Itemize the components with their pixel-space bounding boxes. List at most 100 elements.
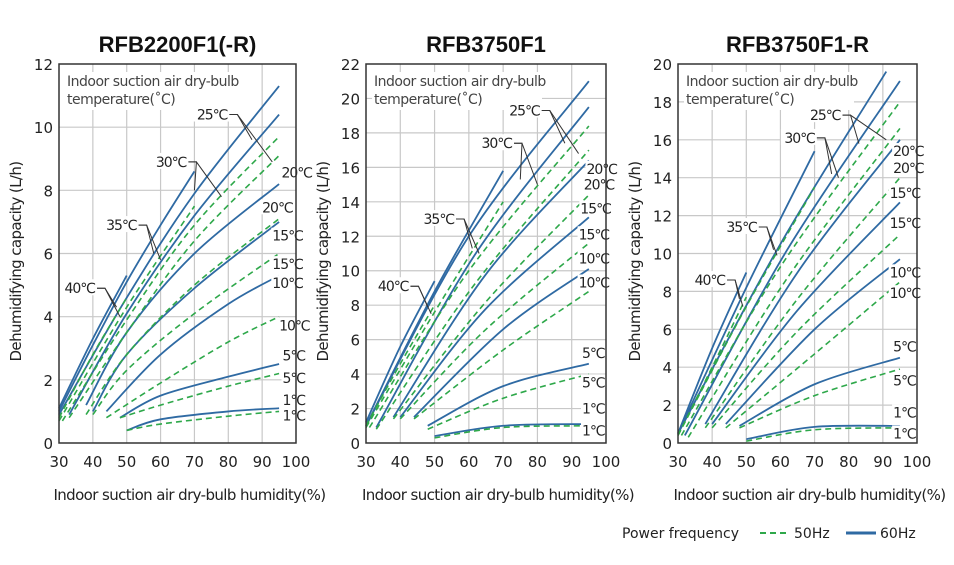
callout-label: 25℃ [810,108,841,124]
callout-leader-line [816,137,839,178]
temperature-note-line: temperature(˚C) [67,91,175,108]
chart-3: RFB3750F1-R Indoor suction air dry-bulbte… [626,32,946,504]
y-tick-label: 6 [662,321,672,339]
curve-5-50hz [739,368,901,429]
curve-40-50hz [365,304,436,427]
y-tick-label: 8 [43,182,53,200]
curve-5-60hz [119,363,280,419]
callout-leader-line [410,285,432,315]
y-tick-label: 6 [43,246,53,264]
curve-35-60hz [58,170,196,412]
curve-35-60hz [677,150,816,434]
callout-label: 40℃ [64,281,95,297]
curve-25-50hz [68,155,280,419]
curve-30-50hz [368,125,590,428]
curve-40-50hz [58,297,128,419]
temp-label-background [888,285,919,301]
curve-20-50hz [85,218,280,416]
y-tick-label: 12 [653,208,672,226]
x-tick-label: 40 [391,453,410,471]
temp-label-background [582,176,613,192]
x-tick-label: 100 [903,453,932,471]
callout-leader-line [410,285,429,308]
temp-label-background [585,160,616,176]
callout-background [691,271,728,288]
curve-35-50hz [365,201,504,428]
curve-10-60hz [725,258,901,425]
callout-label: 35℃ [106,218,137,234]
y-tick-label: 0 [350,435,360,453]
callout-background [478,134,514,151]
curve-40-60hz [677,272,748,434]
temp-label: 20℃ [893,144,924,160]
x-tick-label: 70 [494,453,513,471]
temp-label: 15℃ [580,201,611,217]
x-tick-label: 80 [219,453,238,471]
temp-label-background [892,404,923,420]
callout-label: 30℃ [784,131,815,147]
temp-label: 20℃ [281,166,312,182]
temp-label: 15℃ [890,186,921,202]
callout-background [193,105,230,122]
y-tick-label: 4 [43,309,53,327]
y-tick-label: 10 [653,246,672,264]
y-tick-label: 8 [350,297,360,315]
curve-35-50hz [677,186,816,436]
y-tick-label: 18 [653,94,672,112]
temp-label: 20℃ [586,162,617,178]
callout-leader-line [514,142,523,180]
temp-label: 10℃ [890,265,921,281]
curve-15-50hz [399,242,590,420]
x-tick-label: 70 [805,453,824,471]
temp-label-background [581,400,611,416]
y-axis-label: Dehumidifying capacity (L/h) [7,161,25,361]
curve-25-50hz [687,127,901,438]
x-tick-label: 80 [528,453,547,471]
callout-label: 35℃ [424,212,455,228]
curve-15-50hz [92,252,280,416]
temp-label: 5℃ [893,339,916,355]
chart-1: RFB2200F1(-R) Indoor suction air dry-bulb… [7,32,326,504]
y-tick-label: 8 [662,283,672,301]
temp-label-background [577,226,608,242]
curve-20-60hz [704,139,901,425]
curve-5-50hz [119,372,280,419]
callout-leader-line [842,114,887,141]
temp-label: 5℃ [893,373,916,389]
temp-label-background [581,345,611,361]
curve-15-60hz [399,216,590,418]
temp-label: 1℃ [893,406,916,422]
callout-label: 30℃ [156,155,187,171]
x-tick-label: 90 [562,453,581,471]
curve-1-50hz [126,410,280,432]
y-tick-label: 2 [43,372,53,390]
y-tick-label: 0 [662,435,672,453]
x-tick-label: 30 [49,453,68,471]
curve-20-60hz [85,183,280,406]
y-tick-label: 18 [341,125,360,143]
curve-10-60hz [413,268,590,418]
curve-30-50hz [680,101,901,436]
x-tick-label: 50 [425,453,444,471]
callout-background [420,210,457,227]
callout-background [505,101,542,118]
y-tick-label: 20 [341,90,360,108]
y-tick-label: 10 [34,119,53,137]
legend-50hz-label: 50Hz [794,526,830,542]
callout-label: 30℃ [481,136,512,152]
y-tick-label: 4 [662,359,672,377]
temp-label: 10℃ [579,251,610,267]
curve-30-50hz [61,136,280,422]
x-tick-label: 60 [151,453,170,471]
curve-1-60hz [434,423,589,437]
curve-40-60hz [365,280,436,423]
temp-label: 10℃ [579,276,610,292]
temp-label-background [581,422,611,438]
curve-25-60hz [375,106,590,428]
series-group [58,85,280,432]
temp-label-background [892,425,923,441]
plot-frame [58,63,297,444]
temp-label: 10℃ [279,319,310,335]
y-tick-label: 16 [653,132,672,150]
